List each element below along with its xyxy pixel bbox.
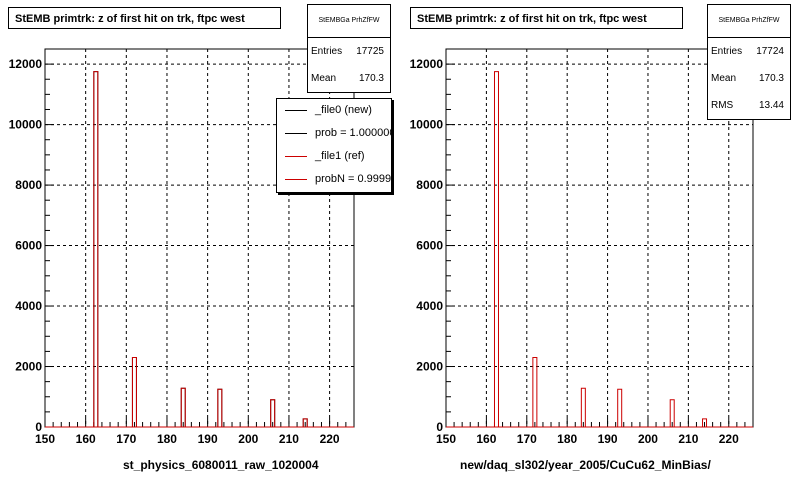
left-stats-header: StEMBGa PrhZfFW <box>308 5 390 38</box>
right-y-tick-label: 6000 <box>416 239 443 253</box>
right-plot-frame <box>445 48 754 428</box>
right-stats-rms-value: 13.44 <box>758 100 784 111</box>
left-y-tick-label: 6000 <box>15 239 42 253</box>
left-x-tick-label: 190 <box>198 432 218 446</box>
left-stats-mean-value: 170.3 <box>358 73 384 84</box>
left-series1-bar <box>217 388 223 427</box>
right-x-axis-title: new/daq_sl302/year_2005/CuCu62_MinBias/ <box>460 458 711 472</box>
right-stats-mean-label: Mean <box>711 73 737 84</box>
right-series0-bar <box>532 356 538 427</box>
right-stats-box: StEMBGa PrhZfFW Entries 17724 Mean 170.3 R… <box>707 4 791 120</box>
right-x-tick-label: 200 <box>638 432 658 446</box>
legend-swatch-file0 <box>285 110 307 111</box>
right-stats-entries-value: 17724 <box>756 46 784 57</box>
left-x-tick-label: 150 <box>35 432 55 446</box>
right-plot: 150 160 170 180 190 200 210 220 0 2000 4000 6000 800… <box>410 48 754 446</box>
left-x-axis-title: st_physics_6080011_raw_1020004 <box>123 458 319 472</box>
left-series1-bar <box>131 356 137 427</box>
left-x-tick-label: 200 <box>238 432 258 446</box>
legend-box: _file0 (new) prob = 1.000000 _file1 (ref… <box>276 98 392 193</box>
left-series1-bar <box>180 387 186 427</box>
right-y-tick-label: 2000 <box>416 360 443 374</box>
left-x-tick-label: 160 <box>76 432 96 446</box>
left-stats-box: StEMBGa PrhZfFW Entries 17725 Mean 170.3 <box>307 4 391 93</box>
right-y-tick-label: 4000 <box>416 299 443 313</box>
right-series0-bar <box>580 387 586 427</box>
left-stats-entries-value: 17725 <box>356 46 384 57</box>
legend-label-prob: prob = 1.000000 <box>315 127 392 139</box>
right-y-tick-label: 0 <box>436 420 443 434</box>
legend-swatch-probn <box>285 179 307 180</box>
legend-swatch-file1 <box>285 156 307 157</box>
left-stats-mean-label: Mean <box>311 73 337 84</box>
left-y-tick-label: 4000 <box>15 299 42 313</box>
right-x-tick-label: 190 <box>598 432 618 446</box>
right-chart-title: StEMB primtrk: z of first hit on trk, ft… <box>410 7 683 29</box>
right-x-tick-label: 210 <box>678 432 698 446</box>
right-x-tick-label: 180 <box>557 432 577 446</box>
left-y-tick-label: 10000 <box>9 118 43 132</box>
left-x-tick-label: 210 <box>279 432 299 446</box>
right-x-tick-label: 160 <box>476 432 496 446</box>
right-stats-header: StEMBGa PrhZfFW <box>708 5 790 38</box>
left-x-tick-label: 220 <box>320 432 340 446</box>
legend-label-probn: probN = 0.999995 <box>315 173 392 185</box>
right-y-tick-label: 12000 <box>410 57 444 71</box>
right-x-tick-label: 150 <box>436 432 456 446</box>
left-stats-entries-label: Entries <box>311 46 343 57</box>
left-x-tick-label: 170 <box>116 432 136 446</box>
left-y-tick-label: 2000 <box>15 360 42 374</box>
right-stats-mean-value: 170.3 <box>758 73 784 84</box>
right-y-tick-label: 10000 <box>410 118 444 132</box>
left-series1-bar <box>93 71 99 427</box>
left-series1-bar <box>270 399 276 427</box>
left-chart-title: StEMB primtrk: z of first hit on trk, ft… <box>8 7 281 29</box>
right-stats-rms-label: RMS <box>711 100 734 111</box>
right-x-tick-label: 170 <box>517 432 537 446</box>
right-series0-bar <box>617 388 623 427</box>
left-y-tick-label: 0 <box>35 420 42 434</box>
right-series0-bar <box>669 399 675 427</box>
left-x-tick-label: 180 <box>157 432 177 446</box>
legend-label-file0: _file0 (new) <box>315 104 372 116</box>
right-series0-bar <box>493 71 499 427</box>
left-y-tick-label: 12000 <box>9 57 43 71</box>
legend-label-file1: _file1 (ref) <box>315 150 365 162</box>
right-series0-bar <box>702 418 708 427</box>
right-stats-entries-label: Entries <box>711 46 743 57</box>
right-x-tick-label: 220 <box>719 432 739 446</box>
legend-swatch-prob <box>285 133 307 134</box>
left-series1-bar <box>302 418 308 427</box>
right-y-tick-label: 8000 <box>416 178 443 192</box>
left-y-tick-label: 8000 <box>15 178 42 192</box>
